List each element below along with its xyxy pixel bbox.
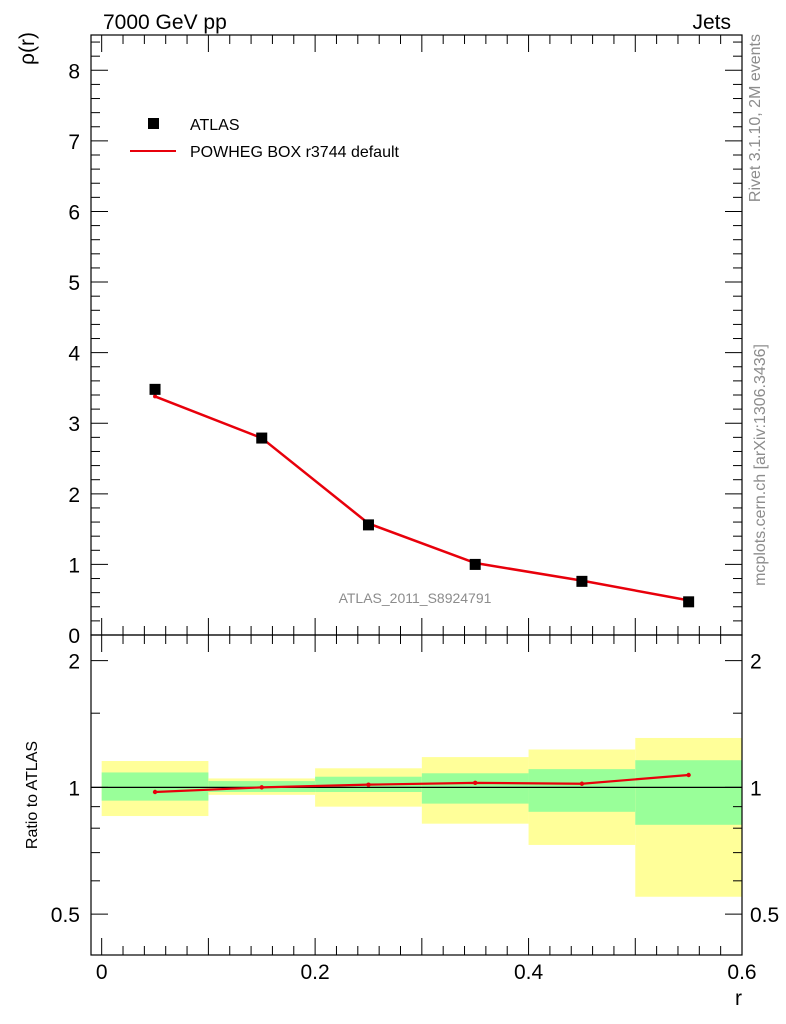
atlas-data-point	[256, 432, 268, 444]
atlas-data-point	[362, 519, 374, 531]
ratio-y-tick-label-left: 0.5	[51, 904, 80, 927]
x-tick-label: 0.2	[301, 961, 330, 984]
ratio-y-tick-labels: 0.5 0.5 1 1 2 2	[51, 651, 779, 928]
ratio-y-tick-label-right: 2	[750, 651, 762, 674]
x-tick-label: 0.6	[727, 961, 756, 984]
main-data	[149, 383, 695, 608]
ratio-mc-point	[472, 780, 478, 786]
main-y-axis-label: ρ(r)	[16, 32, 39, 65]
ratio-inner-band	[101, 772, 209, 801]
ratio-y-axis-label: Ratio to ATLAS	[24, 741, 41, 849]
header-right-label: Jets	[692, 11, 731, 34]
ratio-ticks	[91, 635, 743, 956]
main-y-tick-label: 6	[68, 201, 80, 224]
ratio-inner-band	[528, 769, 636, 812]
main-frame	[90, 34, 743, 636]
atlas-data-point	[149, 383, 161, 395]
ratio-y-tick-label-right: 0.5	[750, 904, 779, 927]
ratio-data	[91, 772, 742, 795]
main-y-tick-label: 7	[68, 131, 80, 154]
mc-line	[154, 395, 689, 602]
main-y-tick-label: 0	[68, 625, 80, 648]
legend: ATLAS POWHEG BOX r3744 default	[130, 117, 400, 161]
header-left-label: 7000 GeV pp	[103, 11, 227, 34]
mcplots-label: mcplots.cern.ch [arXiv:1306.3436]	[752, 344, 769, 586]
main-ticks	[91, 35, 743, 636]
atlas-data-point	[683, 596, 695, 608]
ratio-inner-band	[635, 760, 742, 825]
legend-atlas-label: ATLAS	[190, 117, 240, 134]
mc-point	[153, 394, 158, 399]
ratio-y-tick-label-left: 1	[68, 777, 80, 800]
main-panel: 0 1 2 3 4 5 6 7 8 ρ(r) ATLAS_2011_S8924791 ATLAS…	[16, 32, 743, 648]
main-y-tick-label: 4	[68, 343, 80, 366]
x-tick-labels: 0 0.2 0.4 0.6	[96, 961, 757, 984]
main-y-tick-label: 1	[68, 554, 80, 577]
ratio-y-tick-label-right: 1	[750, 777, 762, 800]
main-y-tick-labels: 0 1 2 3 4 5 6 7 8	[68, 60, 80, 648]
ratio-y-tick-label-left: 2	[68, 651, 80, 674]
ratio-mc-point	[686, 772, 691, 778]
atlas-data-point	[576, 575, 588, 587]
x-axis-label: r	[735, 987, 742, 1010]
main-y-tick-label: 3	[68, 413, 80, 436]
ratio-frame	[90, 634, 743, 956]
legend-mc-label: POWHEG BOX r3744 default	[190, 144, 400, 161]
atlas-data-point	[469, 558, 481, 570]
main-y-tick-label: 2	[68, 484, 80, 507]
x-tick-label: 0	[96, 961, 108, 984]
ratio-mc-point	[152, 789, 158, 795]
ratio-mc-point	[579, 781, 585, 786]
rivet-label: Rivet 3.1.10, 2M events	[747, 34, 764, 202]
ratio-bands	[101, 737, 742, 897]
watermark-label: ATLAS_2011_S8924791	[339, 590, 492, 606]
ratio-mc-point	[366, 782, 371, 787]
ratio-mc-line	[154, 773, 689, 794]
main-y-tick-label: 5	[68, 272, 80, 295]
main-y-tick-label: 8	[68, 60, 80, 83]
x-tick-label: 0.4	[514, 961, 544, 984]
legend-atlas-marker	[148, 118, 159, 129]
ratio-inner-band	[421, 773, 529, 804]
ratio-panel: 0.5 0.5 1 1 2 2 Ratio to ATLAS 0 0.2 0.4 0.6 r	[24, 634, 779, 1010]
ratio-mc-point	[259, 785, 264, 790]
